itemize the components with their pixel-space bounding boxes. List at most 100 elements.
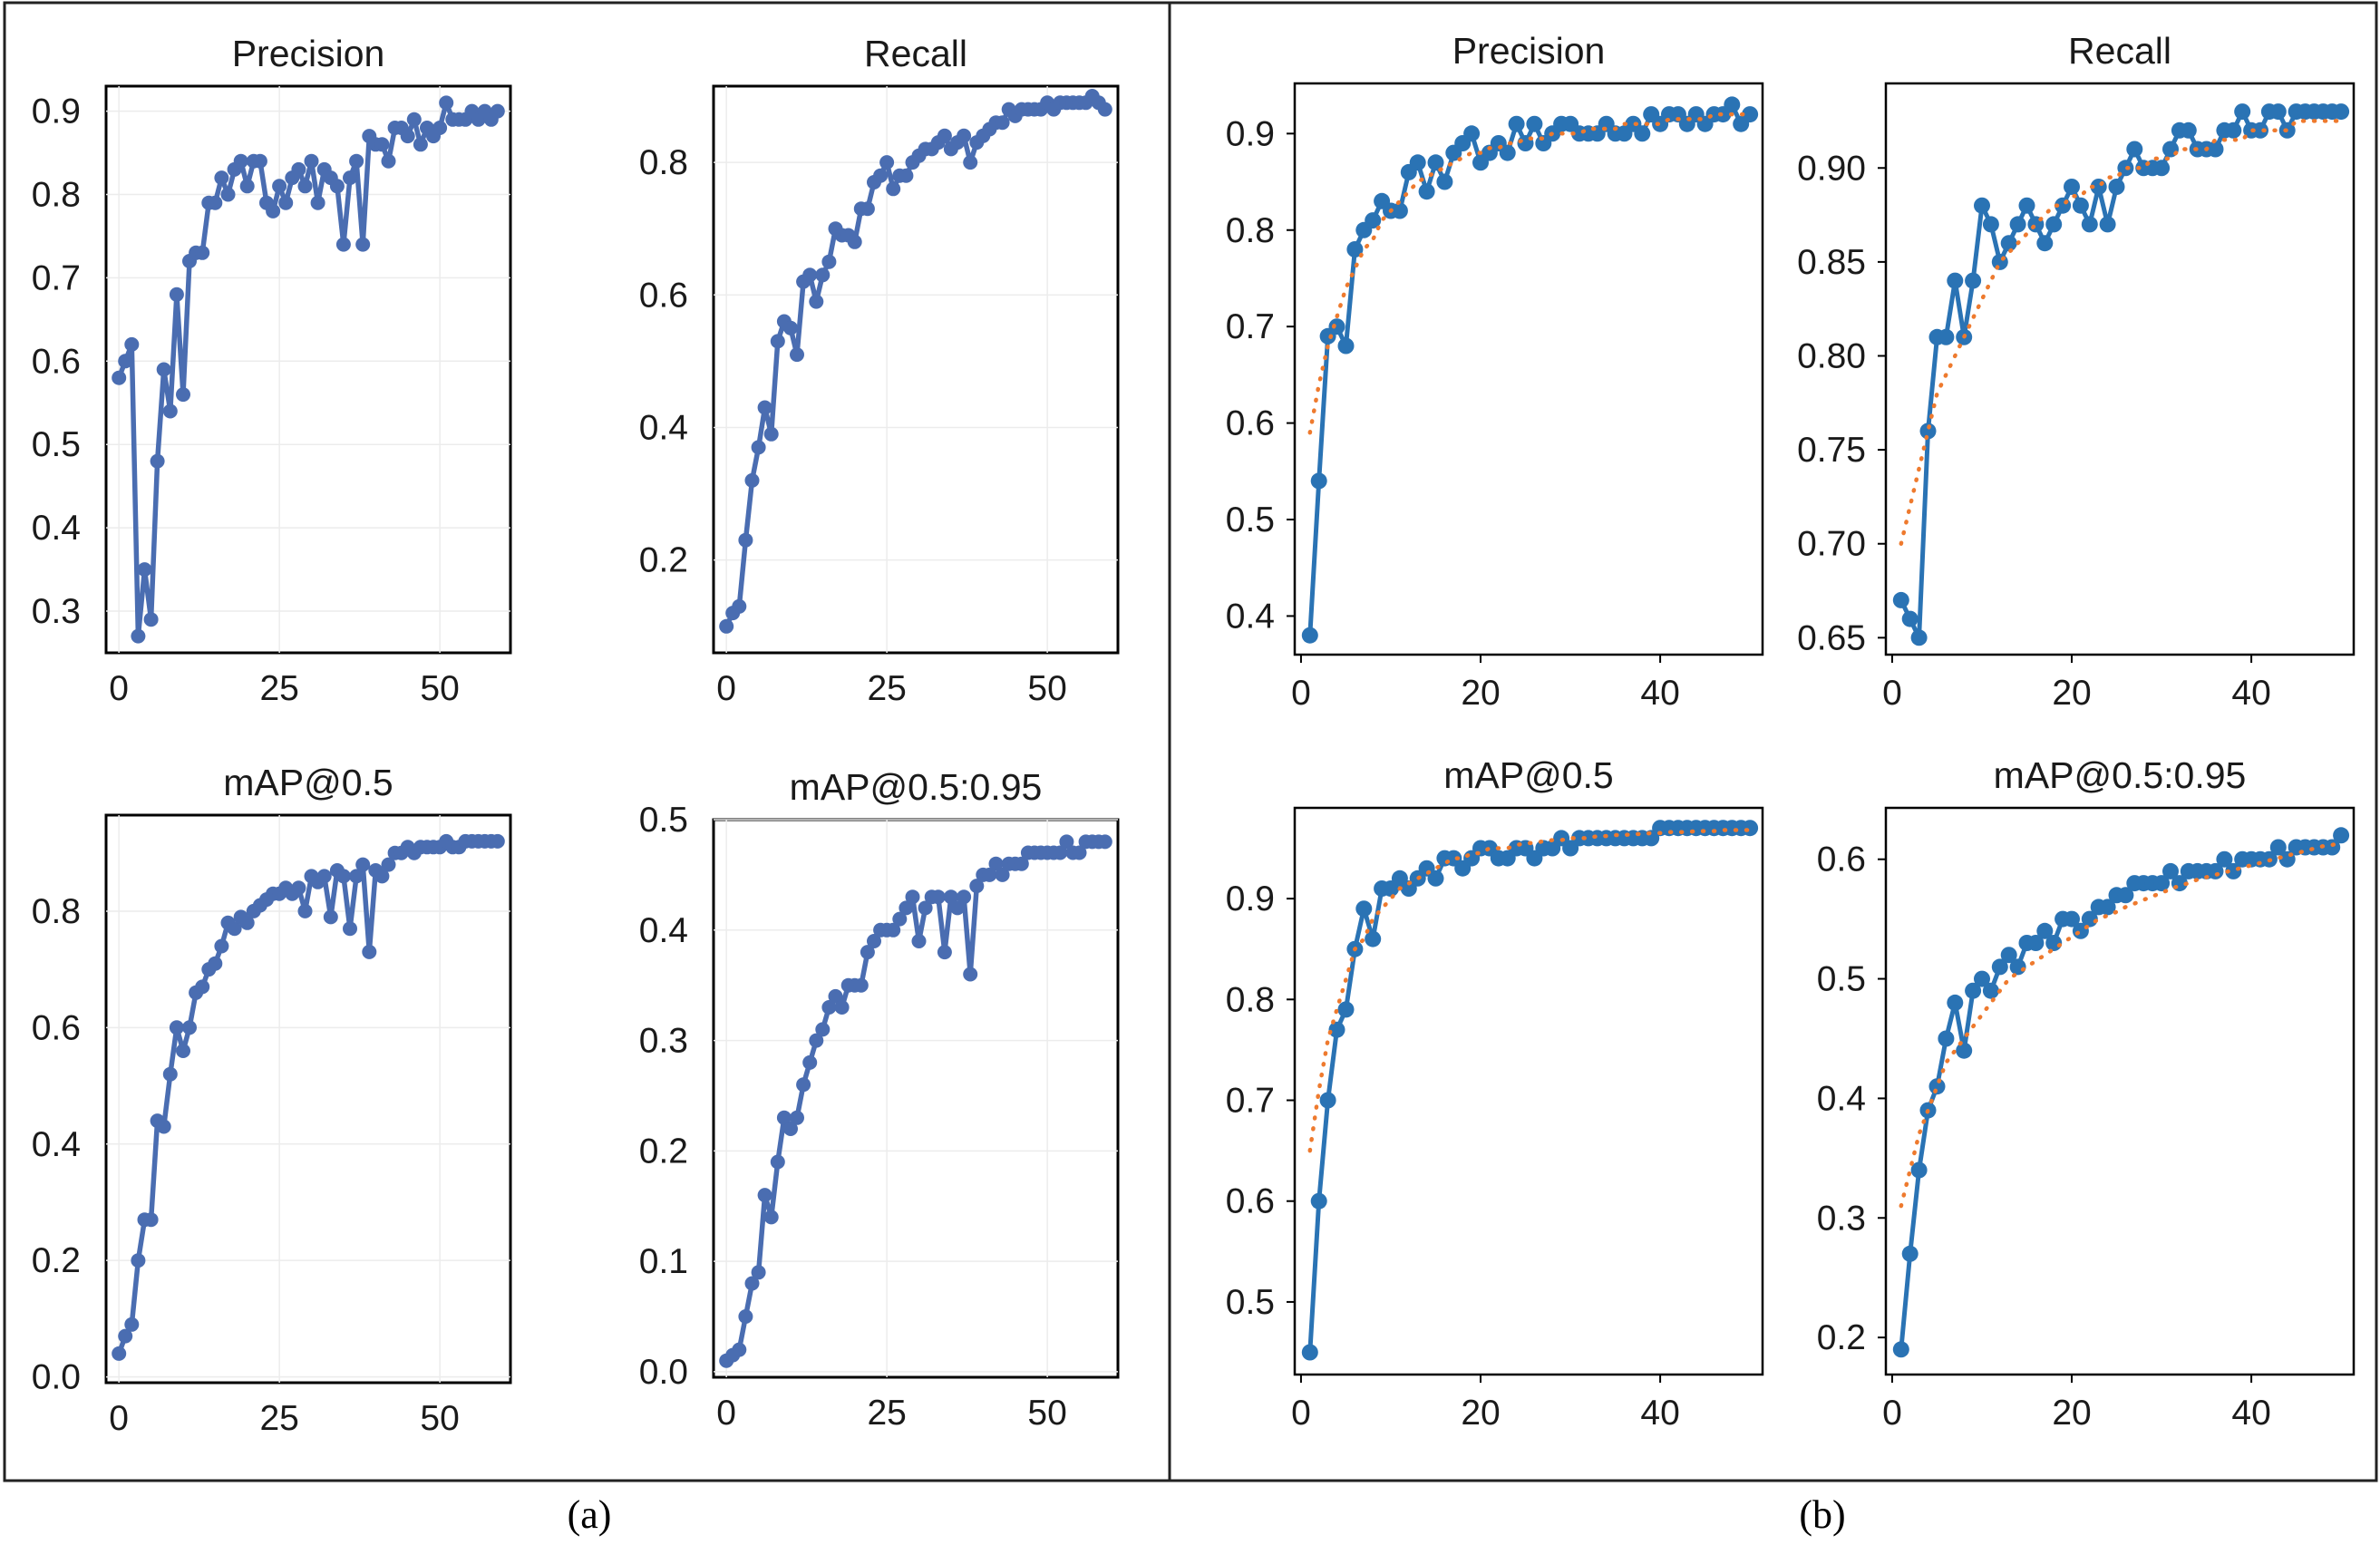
- series-trend-line: [1307, 112, 1753, 435]
- y-tick-label: 0.1: [639, 1242, 688, 1281]
- data-point: [2018, 197, 2035, 214]
- chart-4-precision: Precision 0 20 40 0.4 0.5 0.6 0.7 0.8 0.9: [1226, 30, 1764, 713]
- data-point: [809, 1033, 824, 1048]
- y-tick-label: 0.7: [32, 258, 81, 297]
- data-point: [355, 237, 371, 252]
- data-point: [1014, 856, 1029, 871]
- data-point: [1328, 318, 1345, 335]
- data-point: [291, 161, 306, 177]
- data-point: [834, 1000, 850, 1015]
- data-point: [732, 598, 747, 614]
- y-tick-label: 0.5: [1226, 500, 1275, 539]
- data-point: [1337, 337, 1355, 355]
- data-point: [490, 833, 505, 849]
- data-point: [343, 170, 357, 186]
- data-point: [809, 294, 824, 309]
- data-point: [1901, 1245, 1919, 1262]
- data-point: [719, 618, 734, 634]
- data-point: [751, 1265, 766, 1280]
- x-tick-label: 20: [1461, 674, 1500, 713]
- data-point: [335, 869, 351, 884]
- data-point: [195, 245, 210, 260]
- data-point: [1436, 173, 1453, 190]
- data-point: [2036, 235, 2054, 252]
- data-point: [374, 869, 390, 884]
- data-point: [790, 1110, 804, 1125]
- y-tick-label: 0.2: [639, 541, 688, 580]
- chart-title: mAP@0.5:0.95: [790, 766, 1043, 808]
- chart-title: mAP@0.5:0.95: [1994, 754, 2247, 796]
- data-point: [1391, 202, 1408, 219]
- x-tick-label: 0: [1291, 674, 1311, 713]
- data-point: [1965, 982, 1982, 999]
- y-tick-label: 0.0: [639, 1353, 688, 1392]
- data-point: [732, 1342, 747, 1357]
- series-trend-line: [1899, 119, 2344, 546]
- data-point: [957, 128, 972, 143]
- charts-layer: Precision 0 25 50 0.3 0.4 0.5 0.6 0.7 0.8 0.9 Recal…: [32, 30, 2356, 1438]
- data-point: [291, 880, 306, 896]
- y-tick-label: 0.6: [32, 1008, 81, 1047]
- chart-title: mAP@0.5: [223, 762, 393, 803]
- data-point: [918, 900, 933, 916]
- data-point: [2269, 839, 2287, 856]
- data-point: [118, 1328, 133, 1344]
- data-point: [957, 889, 972, 905]
- data-point: [744, 472, 760, 488]
- data-point: [490, 103, 505, 119]
- data-point: [867, 934, 881, 948]
- data-point: [2117, 887, 2134, 904]
- data-point: [239, 179, 255, 194]
- data-point: [2252, 121, 2268, 139]
- data-point: [143, 612, 159, 627]
- data-point: [112, 1346, 127, 1361]
- data-point: [802, 1054, 818, 1070]
- data-point: [1892, 1341, 1909, 1358]
- data-point: [413, 137, 428, 152]
- data-point: [349, 869, 364, 884]
- data-point: [1947, 272, 1964, 289]
- y-tick-label: 0.9: [32, 92, 81, 131]
- data-point: [1499, 144, 1516, 161]
- data-point: [1928, 1078, 1946, 1095]
- data-point: [1634, 125, 1651, 142]
- data-point: [266, 203, 281, 219]
- y-tick-label: 0.3: [1817, 1199, 1866, 1238]
- data-point: [1097, 834, 1112, 850]
- y-tick-label: 0.8: [1226, 980, 1275, 1019]
- data-point: [2333, 103, 2350, 121]
- data-point: [2027, 935, 2045, 951]
- data-point: [1982, 216, 1999, 233]
- data-point: [439, 95, 454, 111]
- data-point: [1328, 1021, 1345, 1038]
- data-point: [899, 900, 914, 916]
- data-point: [1053, 845, 1068, 860]
- data-point: [1956, 1042, 1973, 1059]
- data-point: [297, 903, 313, 918]
- data-point: [853, 977, 869, 993]
- data-point: [124, 336, 140, 352]
- chart-title: Precision: [1452, 30, 1606, 72]
- data-point: [2081, 910, 2098, 928]
- data-point: [995, 115, 1010, 131]
- data-point: [821, 1000, 837, 1015]
- data-point: [757, 1188, 772, 1203]
- y-tick-label: 0.5: [639, 801, 688, 840]
- x-tick-label: 0: [1291, 1394, 1311, 1433]
- y-tick-label: 0.8: [32, 892, 81, 931]
- y-tick-label: 0.6: [1817, 841, 1866, 879]
- data-point: [1365, 212, 1382, 229]
- data-point: [1910, 629, 1928, 646]
- y-tick-label: 0.6: [32, 342, 81, 381]
- data-point: [763, 426, 779, 442]
- data-point: [349, 153, 364, 169]
- y-tick-label: 0.3: [32, 592, 81, 631]
- data-point: [2045, 216, 2063, 233]
- data-point: [131, 1253, 146, 1268]
- data-point: [156, 362, 171, 377]
- data-point: [162, 403, 178, 419]
- y-tick-label: 0.4: [639, 408, 688, 447]
- data-point: [1059, 834, 1074, 850]
- data-point: [1919, 423, 1937, 440]
- data-point: [911, 934, 927, 948]
